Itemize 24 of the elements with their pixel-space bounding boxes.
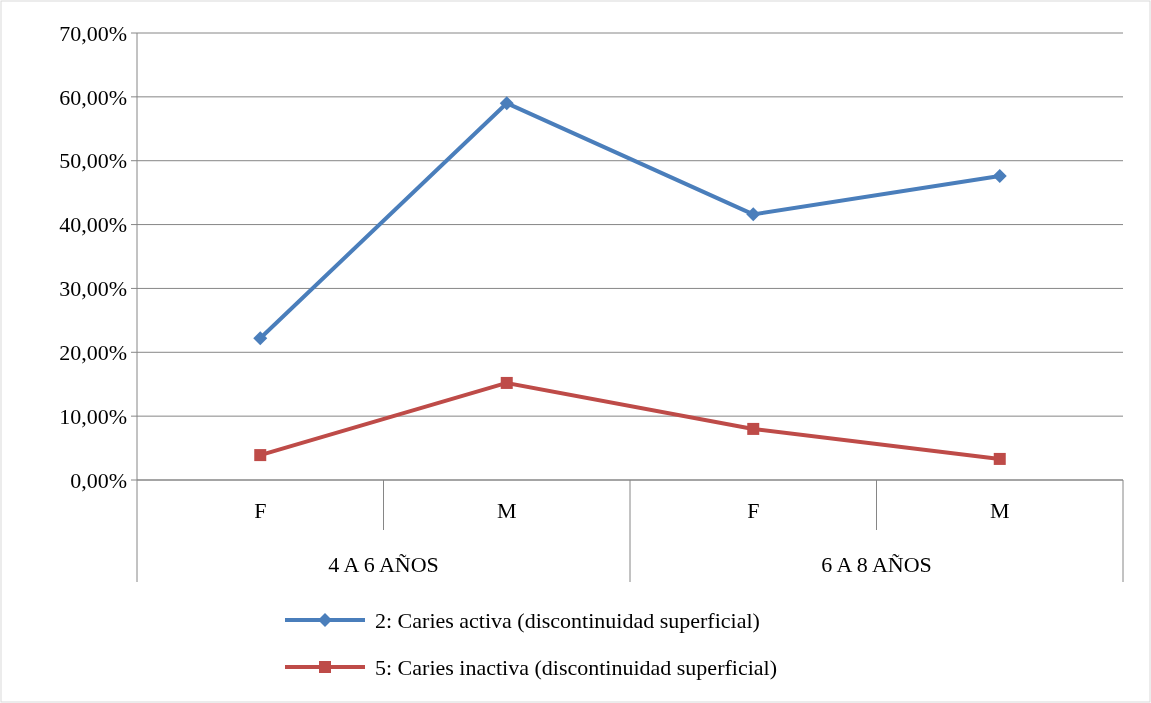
y-tick-label: 10,00% — [59, 403, 127, 429]
y-tick-label: 30,00% — [59, 276, 127, 302]
point — [746, 207, 761, 222]
x-tick-label: M — [496, 498, 517, 523]
point — [992, 169, 1007, 184]
y-tick-label: 20,00% — [59, 339, 127, 365]
x-tick-label: F — [747, 498, 760, 523]
legend-label: 5: Caries inactiva (discontinuidad superficial) — [375, 654, 777, 680]
point — [254, 449, 267, 462]
y-tick-label: 40,00% — [59, 212, 127, 238]
y-tick-label: 0,00% — [70, 467, 127, 493]
point — [993, 452, 1006, 465]
text: 6 A 8 AÑOS — [821, 552, 932, 577]
point — [499, 96, 514, 111]
x-tick-label: M — [989, 498, 1010, 523]
y-tick-label: 50,00% — [59, 148, 127, 174]
legend-label: 2: Caries activa (discontinuidad superficial) — [375, 607, 760, 633]
point — [253, 331, 268, 346]
y-tick-label: 60,00% — [59, 84, 127, 110]
point — [500, 376, 513, 389]
y-tick-label: 70,00% — [59, 20, 127, 46]
x-tick-label: F — [254, 498, 267, 523]
point — [747, 422, 760, 435]
text: 4 A 6 AÑOS — [328, 552, 439, 577]
